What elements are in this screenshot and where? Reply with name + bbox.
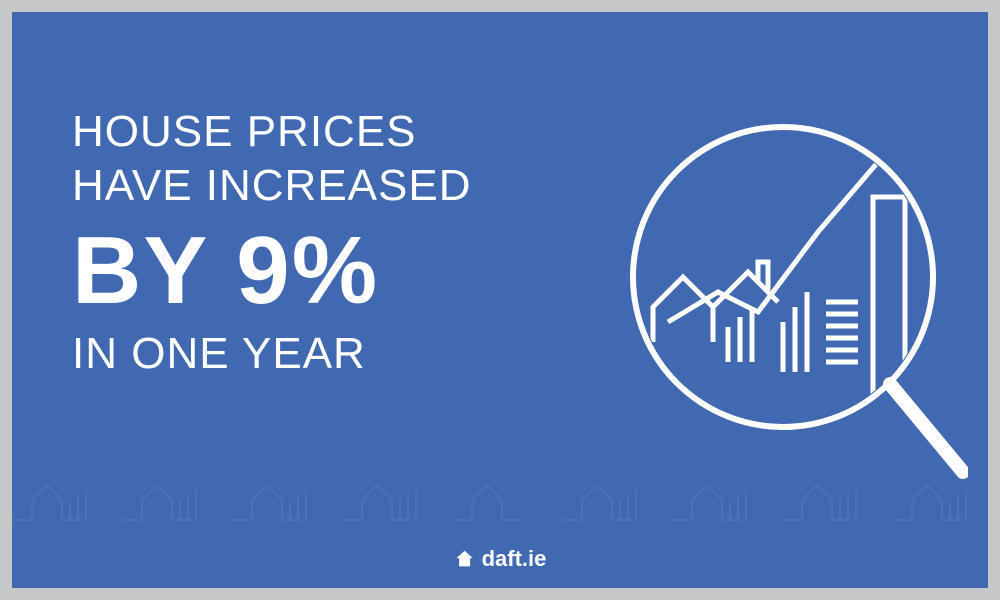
brand-logo: daft.ie bbox=[454, 546, 547, 572]
house-icon bbox=[454, 548, 476, 570]
headline-percentage: BY 9% bbox=[72, 223, 472, 319]
brand-name: daft.ie bbox=[482, 546, 547, 572]
headline-line-4: IN ONE YEAR bbox=[72, 329, 472, 379]
headline-line-2: HAVE INCREASED bbox=[72, 161, 472, 211]
infographic-canvas: HOUSE PRICES HAVE INCREASED BY 9% IN ONE… bbox=[12, 12, 988, 588]
headline-block: HOUSE PRICES HAVE INCREASED BY 9% IN ONE… bbox=[72, 107, 472, 379]
magnifier-chart-icon bbox=[608, 102, 968, 522]
headline-line-1: HOUSE PRICES bbox=[72, 107, 472, 157]
